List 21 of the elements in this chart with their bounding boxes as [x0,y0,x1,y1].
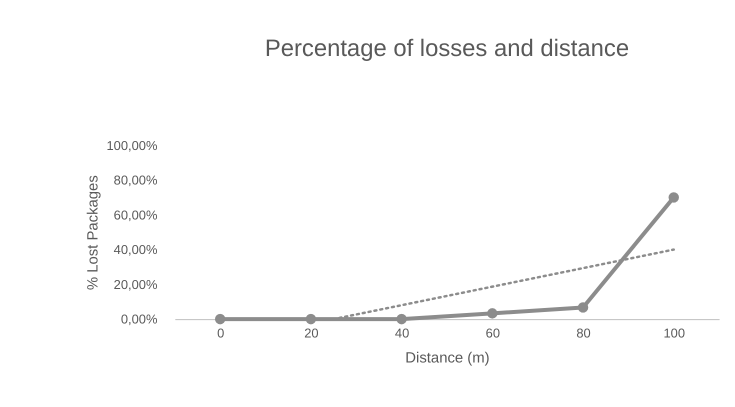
point [578,302,588,313]
point [306,314,316,324]
point [487,308,498,319]
x-tick-label: 60 [486,325,500,340]
y-tick-label: 80,00% [114,172,158,188]
point [668,192,679,203]
x-tick-label: 100 [663,325,686,340]
x-tick-label: 0 [217,325,224,340]
y-tick-label: 0,00% [120,312,158,327]
x-tick-label: 80 [576,325,591,340]
x-tick-label: 40 [394,325,410,340]
x-tick-label: 20 [304,325,319,340]
point [396,314,407,324]
y-tick-label: 60,00% [114,207,158,222]
point [214,314,226,324]
x-axis-title: Distance (m) [405,350,490,366]
y-tick-label: 20,00% [114,276,158,292]
y-axis-title: % Lost Packages [86,175,102,290]
y-tick-label: 100,00% [106,138,158,153]
y-tick-label: 40,00% [114,242,158,258]
chart-title: Percentage of losses and distance [264,34,630,62]
